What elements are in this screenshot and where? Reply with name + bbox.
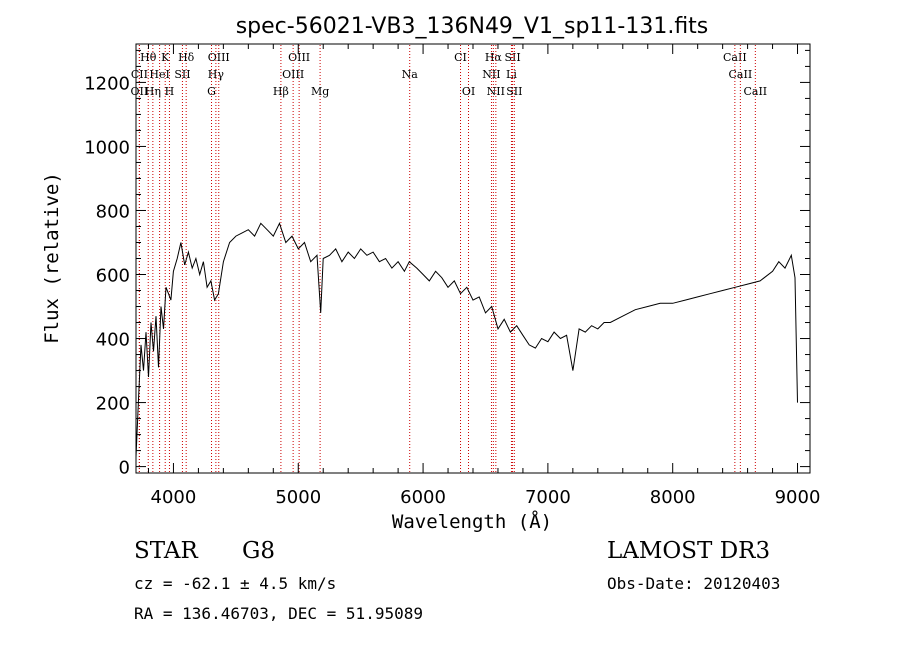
marker-label: OII	[131, 85, 149, 98]
object-type: STAR	[134, 538, 198, 564]
marker-label: G	[207, 85, 216, 98]
x-axis: 4000 5000 6000 7000 8000 9000	[147, 44, 821, 508]
spectrum-line	[135, 221, 798, 458]
y-tick-label: 400	[96, 330, 130, 351]
y-tick-label: 1000	[84, 137, 130, 158]
marker-label: Mg	[311, 85, 329, 98]
marker-label: CaII	[729, 68, 753, 81]
marker-label: Hβ	[273, 85, 289, 98]
x-tick-label: 4000	[151, 487, 197, 508]
y-tick-label: 0	[119, 458, 130, 479]
marker-label: OIII	[208, 51, 230, 64]
coordinates: RA = 136.46703, DEC = 51.95089	[134, 604, 423, 623]
y-tick-label: 1200	[84, 73, 130, 94]
y-tick-label: 200	[96, 394, 130, 415]
spectral-subclass: G8	[242, 538, 276, 564]
marker-label: SII	[506, 85, 522, 98]
x-axis-label: Wavelength (Å)	[392, 510, 552, 533]
marker-label: OIII	[288, 51, 310, 64]
x-tick-label: 9000	[775, 487, 821, 508]
chart-title: spec-56021-VB3_136N49_V1_sp11-131.fits	[236, 14, 709, 39]
marker-label: NII	[482, 68, 500, 81]
radial-velocity: cz = -62.1 ± 4.5 km/s	[134, 574, 337, 593]
marker-label: K	[161, 51, 170, 64]
marker-label: Hγ	[208, 68, 225, 81]
y-tick-label: 800	[96, 201, 130, 222]
y-axis-label: Flux (relative)	[41, 172, 63, 344]
marker-label: Na	[402, 68, 419, 81]
spectrum-series	[135, 221, 798, 458]
observation-date: Obs-Date: 20120403	[607, 574, 781, 593]
x-tick-label: 5000	[275, 487, 321, 508]
marker-label: HeI	[149, 68, 169, 81]
marker-label: CaII	[723, 51, 747, 64]
marker-label: Hα	[485, 51, 503, 64]
marker-label: SII	[174, 68, 190, 81]
x-tick-label: 7000	[525, 487, 571, 508]
marker-label: CI	[454, 51, 467, 64]
marker-label: Hη	[145, 85, 161, 98]
marker-label: CaII	[743, 85, 767, 98]
plot-frame	[135, 43, 811, 474]
marker-label: NII	[487, 85, 505, 98]
marker-label: CII	[131, 68, 148, 81]
x-tick-label: 8000	[650, 487, 696, 508]
marker-label: Hδ	[178, 51, 195, 64]
marker-label: SII	[504, 51, 520, 64]
marker-label: Li	[506, 68, 517, 81]
marker-label: Hθ	[140, 51, 157, 64]
y-tick-label: 600	[96, 266, 130, 287]
marker-label: H	[165, 85, 175, 98]
marker-label: OIII	[282, 68, 304, 81]
y-axis: 0 200 400 600 800 1000 1200	[84, 49, 810, 479]
x-tick-label: 6000	[400, 487, 446, 508]
marker-label: OI	[462, 85, 475, 98]
survey-name: LAMOST DR3	[607, 538, 771, 564]
